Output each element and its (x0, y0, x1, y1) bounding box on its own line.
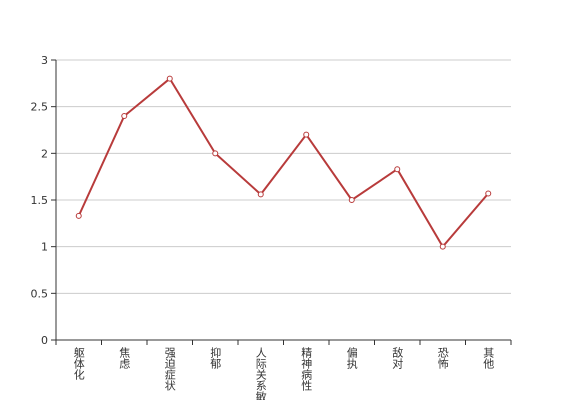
point (257, 191, 264, 198)
point (485, 190, 492, 197)
series-line (77, 77, 490, 249)
point (166, 75, 173, 82)
point (348, 197, 355, 203)
x-tick-label: 强迫症状 (163, 347, 176, 391)
x-tick-label: 敌对 (391, 346, 404, 369)
y-tick-label: 0 (41, 334, 48, 347)
point (121, 113, 128, 119)
point (394, 166, 401, 173)
point (212, 150, 219, 157)
x-tick-label: 人际关系敏感 (254, 347, 267, 400)
x-tick-label: 其他 (482, 347, 495, 369)
y-tick-label: 2.5 (31, 101, 49, 114)
point (439, 243, 446, 250)
x-tick-label: 抑郁 (209, 346, 222, 369)
y-tick-label: 0.5 (31, 287, 49, 300)
x-tick-label: 恐怖 (436, 347, 449, 369)
y-tick-label: 1.5 (31, 194, 49, 207)
x-tick-label: 偏执 (345, 346, 358, 370)
point (303, 131, 310, 138)
point (75, 212, 82, 219)
y-tick-label: 3 (41, 54, 48, 67)
x-tick-label: 焦虑 (118, 347, 131, 369)
y-tick-label: 2 (41, 147, 48, 160)
x-tick-label: 精神病性 (300, 347, 313, 392)
y-tick-label: 1 (41, 241, 48, 254)
x-tick-label: 躯体化 (72, 347, 85, 381)
